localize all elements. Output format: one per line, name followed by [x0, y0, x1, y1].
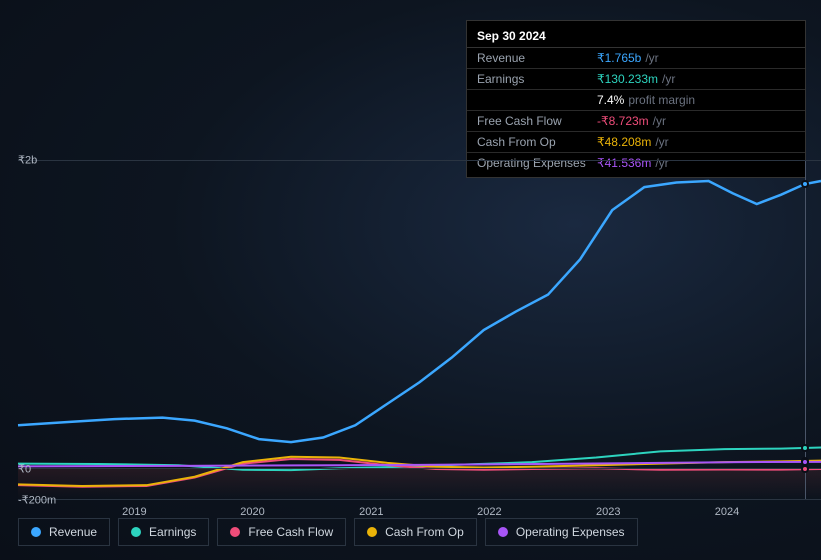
- legend: Revenue Earnings Free Cash Flow Cash From O…: [18, 518, 638, 546]
- legend-swatch: [498, 527, 508, 537]
- zero-gridline: [18, 468, 821, 469]
- legend-swatch: [230, 527, 240, 537]
- cursor-dot: [801, 465, 809, 473]
- legend-label: Cash From Op: [385, 525, 464, 539]
- tooltip-row: Revenue₹1.765b /yr: [467, 48, 805, 69]
- tooltip-row: Earnings₹130.233m /yr: [467, 69, 805, 90]
- x-axis-label: 2024: [715, 506, 739, 518]
- chart-area[interactable]: ₹2b₹0-₹200m201920202021202220232024: [18, 160, 821, 500]
- legend-item[interactable]: Free Cash Flow: [217, 518, 346, 546]
- tooltip-date: Sep 30 2024: [467, 25, 805, 48]
- legend-label: Earnings: [149, 525, 196, 539]
- series-line: [18, 457, 821, 486]
- x-axis-label: 2023: [596, 506, 620, 518]
- tooltip-subrow: 7.4% profit margin: [467, 90, 805, 111]
- tooltip-label: Revenue: [477, 51, 597, 65]
- legend-item[interactable]: Revenue: [18, 518, 110, 546]
- tooltip-value: ₹48.208m: [597, 135, 651, 149]
- legend-item[interactable]: Earnings: [118, 518, 209, 546]
- tooltip-row: Free Cash Flow-₹8.723m /yr: [467, 111, 805, 132]
- x-axis-label: 2019: [122, 506, 146, 518]
- tooltip-label: Free Cash Flow: [477, 114, 597, 128]
- chart-tooltip: Sep 30 2024Revenue₹1.765b /yrEarnings₹13…: [466, 20, 806, 178]
- tooltip-value: ₹1.765b: [597, 51, 641, 65]
- tooltip-row: Cash From Op₹48.208m /yr: [467, 132, 805, 153]
- plot: [18, 160, 821, 500]
- legend-label: Free Cash Flow: [248, 525, 333, 539]
- legend-item[interactable]: Cash From Op: [354, 518, 477, 546]
- legend-swatch: [131, 527, 141, 537]
- x-axis-label: 2022: [477, 506, 501, 518]
- legend-swatch: [367, 527, 377, 537]
- legend-label: Revenue: [49, 525, 97, 539]
- tooltip-unit: /yr: [655, 135, 668, 149]
- x-axis-label: 2021: [359, 506, 383, 518]
- tooltip-value: ₹130.233m: [597, 72, 658, 86]
- tooltip-unit: /yr: [662, 72, 675, 86]
- tooltip-unit: /yr: [645, 51, 658, 65]
- tooltip-label: Cash From Op: [477, 135, 597, 149]
- cursor-dot: [801, 180, 809, 188]
- series-line: [18, 181, 821, 442]
- tooltip-subpct: 7.4%: [597, 93, 624, 107]
- tooltip-value: -₹8.723m: [597, 114, 649, 128]
- legend-item[interactable]: Operating Expenses: [485, 518, 638, 546]
- tooltip-unit: /yr: [653, 114, 666, 128]
- cursor-dot: [801, 444, 809, 452]
- legend-swatch: [31, 527, 41, 537]
- cursor-dot: [801, 458, 809, 466]
- tooltip-subtext: profit margin: [628, 93, 695, 107]
- x-axis-label: 2020: [240, 506, 264, 518]
- legend-label: Operating Expenses: [516, 525, 625, 539]
- tooltip-label: Earnings: [477, 72, 597, 86]
- chart-lines: [18, 161, 821, 499]
